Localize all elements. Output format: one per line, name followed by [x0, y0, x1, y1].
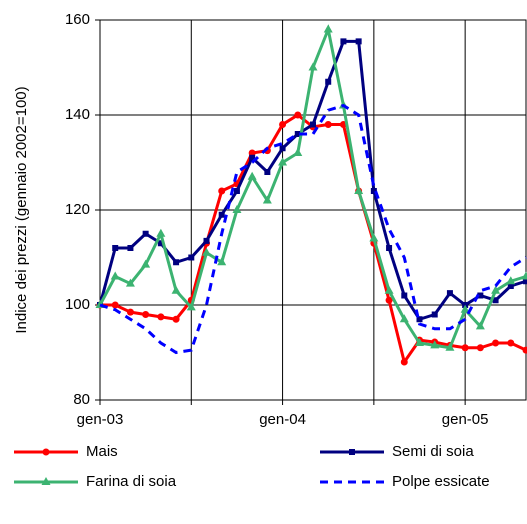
marker: [356, 38, 362, 44]
marker: [43, 449, 50, 456]
marker: [219, 212, 225, 218]
marker: [477, 344, 484, 351]
legend-label: Mais: [86, 443, 118, 460]
marker: [173, 316, 180, 323]
marker: [325, 121, 332, 128]
y-tick-label: 80: [73, 391, 90, 408]
marker: [522, 272, 527, 280]
marker: [279, 121, 286, 128]
marker: [234, 188, 240, 194]
marker: [432, 312, 438, 318]
marker: [462, 344, 469, 351]
marker: [112, 245, 118, 251]
legend-label: Farina di soia: [86, 473, 177, 490]
marker: [492, 340, 499, 347]
series-line: [100, 41, 526, 319]
marker: [401, 293, 407, 299]
marker: [127, 245, 133, 251]
marker: [173, 259, 179, 265]
marker: [280, 145, 286, 151]
legend-label: Polpe essicate: [392, 473, 490, 490]
series-line: [100, 30, 526, 348]
marker: [142, 311, 149, 318]
marker: [188, 255, 194, 261]
marker: [293, 148, 302, 156]
marker: [143, 231, 149, 237]
marker: [325, 79, 331, 85]
y-axis-label: Indice dei prezzi (gennaio 2002=100): [13, 86, 30, 333]
marker: [386, 245, 392, 251]
marker: [156, 229, 165, 237]
marker: [157, 313, 164, 320]
x-tick-label: gen-04: [259, 411, 306, 428]
y-tick-label: 140: [65, 106, 90, 123]
y-tick-label: 160: [65, 11, 90, 28]
series-line: [100, 115, 526, 362]
y-tick-label: 120: [65, 201, 90, 218]
y-tick-label: 100: [65, 296, 90, 313]
marker: [111, 272, 120, 280]
marker: [349, 449, 355, 455]
marker: [324, 25, 333, 33]
marker: [204, 238, 210, 244]
marker: [218, 188, 225, 195]
marker: [447, 290, 453, 296]
marker: [401, 359, 408, 366]
marker: [340, 38, 346, 44]
legend-label: Semi di soia: [392, 443, 474, 460]
marker: [264, 169, 270, 175]
marker: [294, 112, 301, 119]
marker: [112, 302, 119, 309]
marker: [248, 172, 257, 180]
x-tick-label: gen-05: [442, 411, 489, 428]
marker: [507, 340, 514, 347]
marker: [309, 63, 318, 71]
marker: [127, 309, 134, 316]
marker: [172, 286, 181, 294]
x-tick-label: gen-03: [77, 411, 124, 428]
marker: [310, 122, 316, 128]
